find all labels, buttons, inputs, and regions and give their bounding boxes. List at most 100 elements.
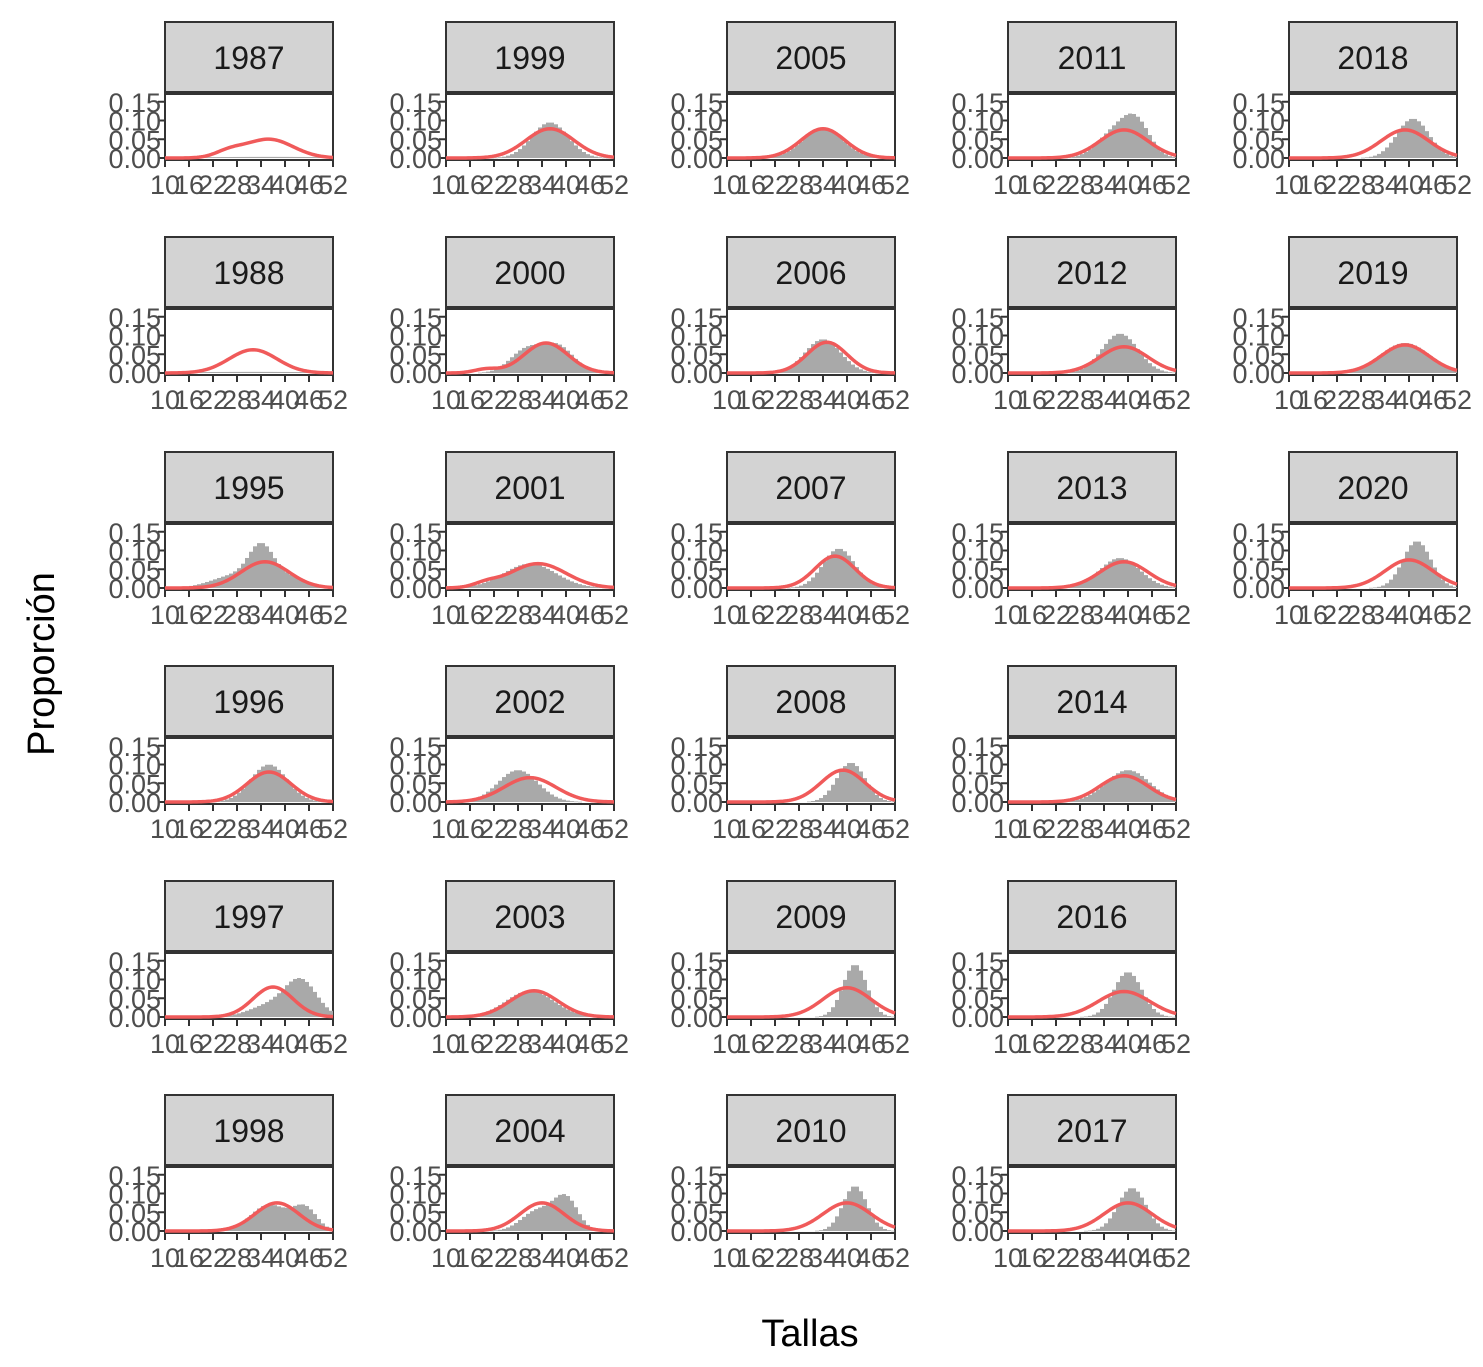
histogram-bar — [855, 567, 859, 588]
histogram-bar — [514, 770, 518, 802]
histogram-bar — [1092, 575, 1096, 588]
x-tick-label: 22 — [1322, 170, 1352, 200]
histogram-bar — [1445, 583, 1449, 588]
histogram-bar — [803, 352, 807, 373]
histogram-bar — [510, 997, 514, 1017]
x-tick-label: 10 — [1274, 600, 1304, 630]
histogram-bar — [554, 343, 558, 373]
y-tick-label: 0.05 — [670, 769, 723, 799]
histogram-bar — [1080, 798, 1084, 802]
facet-strip-label: 2010 — [775, 1113, 846, 1149]
y-tick-label: 0.10 — [670, 751, 723, 781]
facet-strip-label: 2001 — [494, 470, 565, 506]
histogram-bar — [859, 572, 863, 588]
y-tick-label: 0.05 — [951, 769, 1004, 799]
x-tick-label: 10 — [431, 385, 461, 415]
x-tick-label: 40 — [551, 600, 581, 630]
histogram-bar — [301, 979, 305, 1017]
histogram-bar — [1421, 125, 1425, 158]
histogram-bar — [1148, 578, 1152, 588]
histogram-bar — [558, 344, 562, 373]
histogram-bar — [498, 575, 502, 588]
histogram-bar — [253, 156, 257, 158]
histogram-bar — [823, 1229, 827, 1231]
facet-strip-label: 1996 — [213, 684, 284, 720]
histogram-bar — [281, 774, 285, 802]
histogram-bar — [241, 788, 245, 802]
x-tick-label: 34 — [1089, 385, 1119, 415]
histogram-bar — [1132, 343, 1136, 373]
x-tick-label: 40 — [1113, 385, 1143, 415]
histogram-bar — [261, 156, 265, 158]
histogram-bar — [297, 792, 301, 802]
x-tick-label: 52 — [318, 814, 348, 844]
facet-strip-label: 1995 — [213, 470, 284, 506]
x-tick-label: 46 — [856, 385, 886, 415]
facet-strip — [445, 236, 615, 308]
y-tick-label: 0.05 — [670, 340, 723, 370]
histogram-bar — [1088, 578, 1092, 588]
histogram-bar — [265, 1204, 269, 1231]
x-tick-label: 16 — [174, 814, 204, 844]
histogram-bar — [241, 1221, 245, 1231]
x-tick-label: 28 — [503, 1029, 533, 1059]
histogram-bar — [570, 141, 574, 158]
histogram-bar — [566, 800, 570, 802]
y-tick-label: 0.05 — [389, 984, 442, 1014]
x-tick-label: 46 — [1137, 600, 1167, 630]
histogram-bar — [887, 801, 891, 802]
histogram-bar — [590, 586, 594, 588]
y-tick-label: 0.00 — [108, 144, 161, 174]
histogram-bar — [574, 145, 578, 158]
histogram-bar — [815, 129, 819, 158]
histogram-bar — [293, 1205, 297, 1231]
histogram-bar — [1401, 343, 1405, 373]
histogram-bar — [1132, 113, 1136, 158]
histogram-bar — [807, 348, 811, 373]
histogram-bar — [1108, 779, 1112, 802]
y-tick-label: 0.15 — [1232, 88, 1285, 118]
x-tick-label: 52 — [599, 1029, 629, 1059]
facet-strip-label: 1998 — [213, 1113, 284, 1149]
histogram-bar — [205, 372, 209, 373]
histogram-bar — [847, 1191, 851, 1231]
x-tick-label: 22 — [1041, 1029, 1071, 1059]
x-tick-label: 52 — [1161, 814, 1191, 844]
x-tick-label: 16 — [1017, 1029, 1047, 1059]
x-tick-label: 16 — [174, 1243, 204, 1273]
histogram-bar — [1148, 363, 1152, 373]
histogram-bar — [566, 350, 570, 373]
histogram-bar — [847, 361, 851, 373]
histogram-bar — [498, 1229, 502, 1231]
histogram-bar — [277, 371, 281, 373]
histogram-bar — [554, 573, 558, 588]
x-tick-label: 46 — [1137, 1029, 1167, 1059]
histogram-bar — [843, 1199, 847, 1231]
y-tick-label: 0.10 — [108, 751, 161, 781]
x-tick-label: 40 — [1113, 1029, 1143, 1059]
histogram-bar — [526, 141, 530, 158]
histogram-bar — [1433, 359, 1437, 373]
x-tick-label: 34 — [1089, 170, 1119, 200]
histogram-bar — [847, 970, 851, 1017]
histogram-bar — [1168, 156, 1172, 158]
histogram-bar — [325, 1007, 329, 1017]
histogram-bar — [839, 352, 843, 373]
histogram-bar — [1072, 800, 1076, 802]
y-tick-label: 0.05 — [389, 555, 442, 585]
x-tick-label: 10 — [431, 814, 461, 844]
histogram-bar — [522, 991, 526, 1017]
histogram-bar — [1076, 155, 1080, 158]
x-tick-label: 40 — [551, 1029, 581, 1059]
histogram-bar — [795, 145, 799, 158]
x-tick-label: 22 — [1322, 600, 1352, 630]
y-tick-label: 0.05 — [951, 555, 1004, 585]
histogram-bar — [273, 371, 277, 373]
histogram-bar — [490, 370, 494, 373]
histogram-bar — [562, 799, 566, 802]
x-tick-label: 22 — [760, 170, 790, 200]
